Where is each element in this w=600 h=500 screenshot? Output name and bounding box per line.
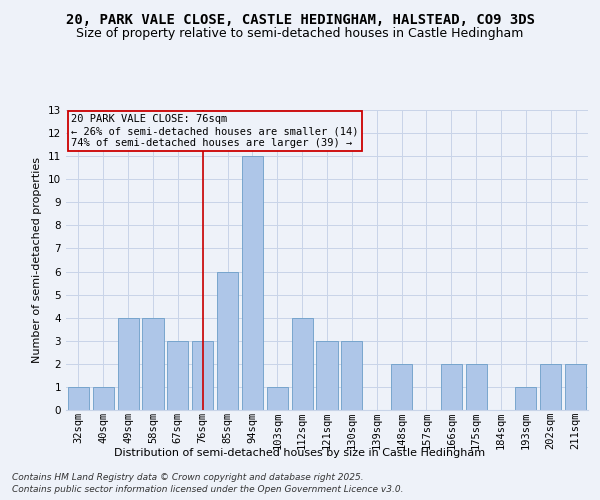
Y-axis label: Number of semi-detached properties: Number of semi-detached properties	[32, 157, 43, 363]
Bar	[341, 341, 362, 410]
Text: 20, PARK VALE CLOSE, CASTLE HEDINGHAM, HALSTEAD, CO9 3DS: 20, PARK VALE CLOSE, CASTLE HEDINGHAM, H…	[65, 12, 535, 26]
Text: 20 PARK VALE CLOSE: 76sqm
← 26% of semi-detached houses are smaller (14)
74% of : 20 PARK VALE CLOSE: 76sqm ← 26% of semi-…	[71, 114, 359, 148]
Bar	[316, 341, 338, 410]
Text: Contains HM Land Registry data © Crown copyright and database right 2025.: Contains HM Land Registry data © Crown c…	[12, 472, 364, 482]
Bar	[167, 341, 188, 410]
Bar	[118, 318, 139, 410]
Bar	[441, 364, 462, 410]
Text: Distribution of semi-detached houses by size in Castle Hedingham: Distribution of semi-detached houses by …	[115, 448, 485, 458]
Bar	[565, 364, 586, 410]
Text: Contains public sector information licensed under the Open Government Licence v3: Contains public sector information licen…	[12, 485, 404, 494]
Bar	[540, 364, 561, 410]
Bar	[93, 387, 114, 410]
Bar	[192, 341, 213, 410]
Bar	[267, 387, 288, 410]
Bar	[242, 156, 263, 410]
Bar	[515, 387, 536, 410]
Bar	[292, 318, 313, 410]
Bar	[466, 364, 487, 410]
Bar	[68, 387, 89, 410]
Text: Size of property relative to semi-detached houses in Castle Hedingham: Size of property relative to semi-detach…	[76, 28, 524, 40]
Bar	[391, 364, 412, 410]
Bar	[217, 272, 238, 410]
Bar	[142, 318, 164, 410]
